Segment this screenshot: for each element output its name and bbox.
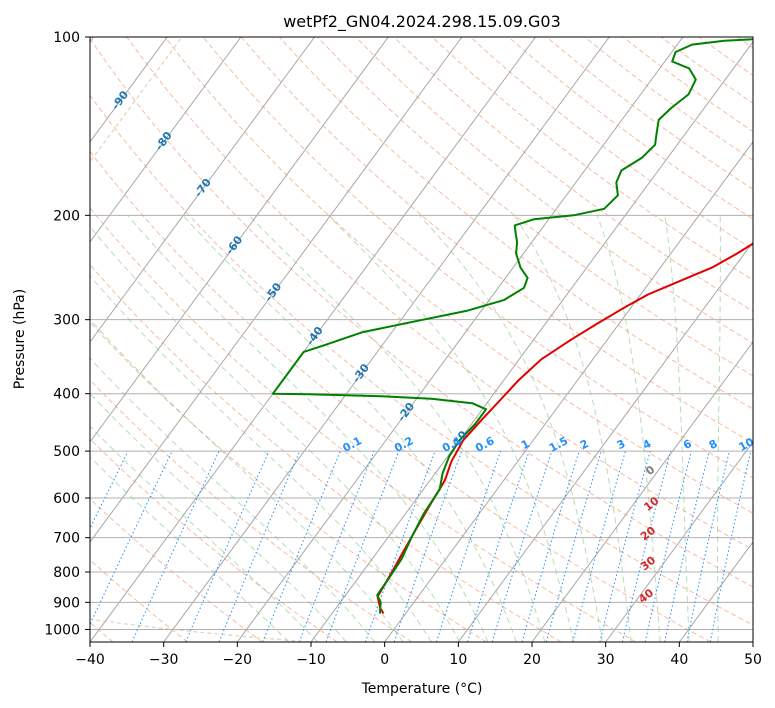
dry-adiabat-line [317, 37, 753, 377]
moist-adiabat-line [90, 318, 404, 642]
grid-layer [90, 37, 753, 642]
mixing-ratio-line [621, 450, 672, 642]
isotherm-line [457, 241, 753, 642]
y-tick-label: 400 [53, 387, 80, 403]
y-tick-label: 800 [53, 565, 80, 581]
dry-adiabat-line [164, 37, 753, 514]
moist-adiabat-line [513, 215, 632, 642]
dry-adiabat-line [126, 37, 753, 551]
mixing-ratio-line [644, 450, 692, 642]
isotherm-line [605, 441, 753, 642]
isotherm-line [90, 37, 389, 443]
mixing-ratio-line [572, 450, 626, 642]
dry-adiabat-line [393, 37, 753, 312]
x-tick-label: −30 [149, 652, 179, 668]
x-tick-label: 40 [670, 652, 688, 668]
moist-adiabat-line [182, 214, 517, 642]
x-tick-label: 50 [744, 652, 762, 668]
dry-adiabat-line [90, 37, 753, 588]
isotherm-line [90, 37, 536, 642]
mixing-ratio-line [325, 450, 400, 642]
plot-frame [89, 36, 754, 643]
mixing-ratio-line [90, 450, 129, 530]
mixing-ratio-line [545, 450, 602, 642]
x-axis-label: Temperature (°C) [361, 681, 483, 697]
isotherm-line [90, 37, 315, 343]
y-tick-label: 100 [53, 30, 80, 46]
moist-adiabat-line [664, 215, 690, 642]
dry-adiabat-line [90, 264, 562, 642]
y-tick-label: 1000 [44, 622, 80, 638]
mixing-ratio-line [599, 450, 651, 642]
mixing-ratio-line [521, 450, 580, 642]
x-tick-label: −10 [296, 652, 326, 668]
x-tick-label: −40 [75, 652, 105, 668]
y-tick-label: 700 [53, 531, 80, 547]
isotherm-line [310, 41, 753, 642]
moist-adiabat-line [90, 456, 290, 642]
dewpoint-trace [271, 38, 753, 614]
dry-adiabat-line [90, 150, 711, 642]
y-tick-label: 600 [53, 491, 80, 507]
isotherm-line [90, 37, 168, 143]
mixing-ratio-line [262, 450, 341, 642]
y-tick-label: 500 [53, 444, 80, 460]
isotherm-line [236, 37, 684, 642]
mixing-ratio-line [435, 450, 502, 642]
mixing-ratio-line [393, 450, 463, 642]
isotherm-line [90, 37, 463, 543]
mixing-ratio-line [467, 450, 530, 642]
dry-adiabat-line [279, 37, 753, 410]
moist-adiabat-line [717, 215, 721, 642]
moist-adiabat-line [248, 214, 546, 642]
dry-adiabat-line [90, 559, 189, 642]
x-tick-label: 10 [449, 652, 467, 668]
x-tick-label: −20 [223, 652, 253, 668]
moist-adiabat-line [596, 215, 661, 642]
mixing-ratio-line [664, 450, 710, 642]
dry-adiabat-line [90, 438, 338, 642]
mixing-ratio-line [185, 450, 270, 642]
x-tick-label: 0 [380, 652, 389, 668]
y-tick-label: 300 [53, 313, 80, 329]
series-layer [271, 38, 753, 615]
isotherm-line [163, 37, 610, 642]
mixing-ratio-line [364, 450, 436, 642]
moist-adiabat-line [90, 225, 461, 642]
dry-adiabat-line [240, 37, 753, 444]
y-tick-label: 200 [53, 208, 80, 224]
mixing-ratio-line [686, 450, 730, 642]
chart-title: wetPf2_GN04.2024.298.15.09.G03 [283, 12, 561, 32]
x-tick-label: 20 [523, 652, 541, 668]
mixing-ratio-label: 10 [737, 435, 757, 454]
isotherm-line [384, 141, 753, 642]
moist-adiabat-line [327, 214, 575, 642]
y-tick-label: 900 [53, 595, 80, 611]
mixing-ratio-line [491, 450, 553, 642]
y-axis-label: Pressure (hPa) [12, 289, 28, 389]
mixing-ratio-line [298, 450, 375, 642]
dry-adiabat-line [90, 94, 753, 626]
isotherm-line [531, 341, 753, 642]
moist-adiabat-line [90, 392, 347, 642]
moist-adiabat-line [419, 214, 603, 642]
isotherm-line [90, 37, 242, 243]
tick-layer: −40 −30 −20 −10 0 10 20 30 40 50 100 200 300 400 500 60… [44, 30, 762, 668]
x-tick-label: 30 [597, 652, 615, 668]
mixing-ratio-line [218, 450, 301, 642]
moist-adiabat-line [90, 275, 432, 642]
moist-adiabat-line [90, 425, 319, 642]
